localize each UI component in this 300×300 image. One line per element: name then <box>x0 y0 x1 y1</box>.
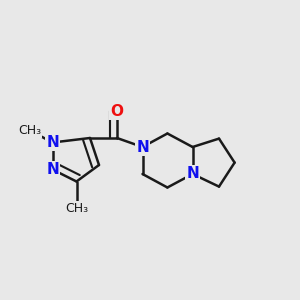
Text: N: N <box>136 140 149 154</box>
Text: N: N <box>46 135 59 150</box>
Text: CH₃: CH₃ <box>18 124 42 137</box>
Text: N: N <box>186 167 199 182</box>
Text: O: O <box>110 103 124 118</box>
Text: N: N <box>46 162 59 177</box>
Text: CH₃: CH₃ <box>65 202 88 215</box>
